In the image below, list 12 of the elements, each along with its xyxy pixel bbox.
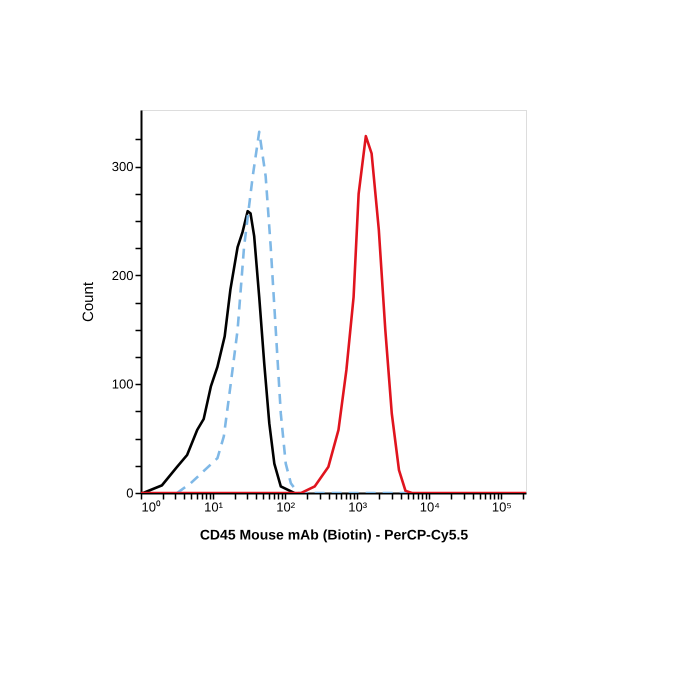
x-tick-label: 10⁴: [420, 500, 440, 514]
x-tick-label: 10⁰: [142, 500, 161, 514]
y-tick-label: 200: [112, 268, 134, 283]
y-tick-label: 0: [126, 486, 134, 500]
x-tick-label: 10⁵: [492, 500, 512, 514]
x-axis-title: CD45 Mouse mAb (Biotin) - PerCP-Cy5.5: [200, 526, 468, 542]
y-tick-label: 300: [112, 159, 134, 174]
x-tick-label: 10³: [348, 500, 368, 514]
x-tick-label: 10¹: [204, 500, 224, 514]
y-tick-label: 100: [112, 376, 134, 392]
y-axis-title: Count: [80, 281, 97, 322]
x-tick-label: 10²: [276, 500, 296, 514]
